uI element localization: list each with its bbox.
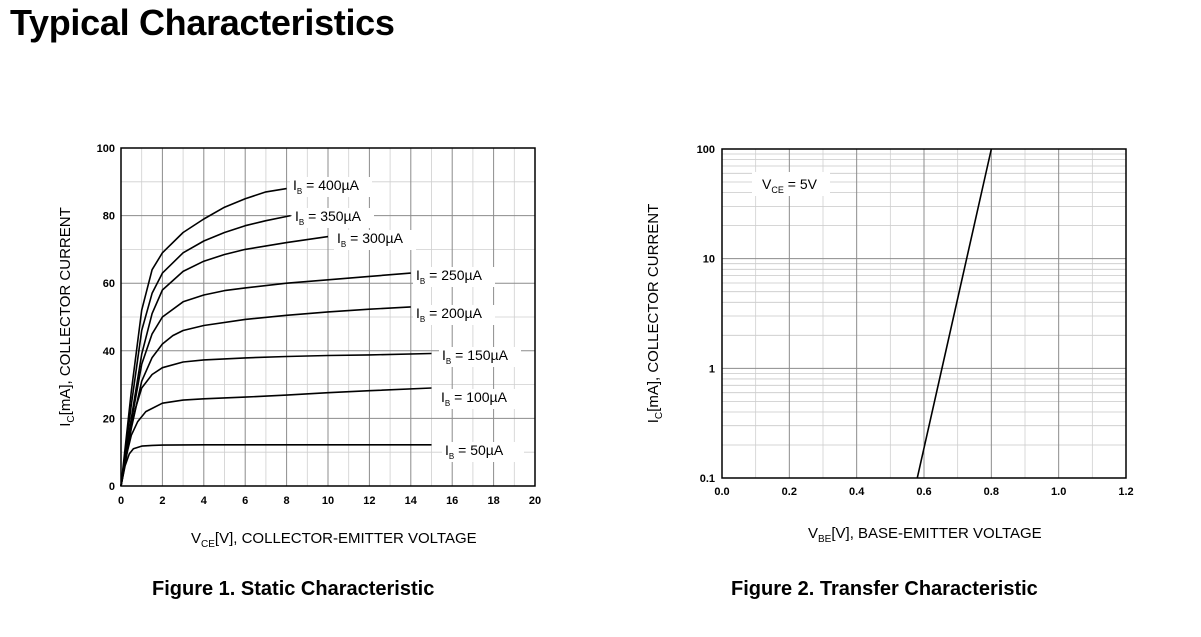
series-line [120,187,287,487]
y-tick-label: 100 [97,143,115,155]
transfer-characteristic-chart: 0.0 0.2 0.4 0.6 0.8 1.0 1.2 0.1 1 10 100 VCE = 5V VB… [645,144,1134,545]
x-tick-label: 14 [405,495,418,507]
x-tick-label: 6 [242,495,248,507]
x-tick-label: 0 [118,495,124,507]
y-tick-label: 20 [103,413,115,425]
x-tick-label: 0.6 [916,486,931,498]
y-tick-label: 0 [109,481,115,493]
series-label: IB = 50µA [445,442,504,461]
x-tick-label: 1.2 [1118,486,1133,498]
series-label: IB = 100µA [441,389,508,408]
x-tick-label: 20 [529,495,541,507]
y-tick-label: 0.1 [700,473,715,485]
figure-1-caption: Figure 1. Static Characteristic [152,578,435,600]
y-tick-label: 60 [103,278,115,290]
page-title: Typical Characteristics [10,2,395,43]
x-tick-label: 0.2 [782,486,797,498]
y-tick-label: 1 [709,363,715,375]
y-axis-label: IC[mA], COLLECTOR CURRENT [645,204,665,424]
series-line [120,387,432,487]
series-label-background [442,442,524,462]
series-line [120,214,291,487]
series-label-background [413,305,495,325]
series-label: IB = 400µA [293,177,360,196]
series-label-background [334,230,416,250]
series-line [120,272,411,487]
y-tick-label: 100 [697,144,715,156]
series-label-background [290,177,372,197]
y-tick-label: 40 [103,346,115,358]
y-axis-label: IC[mA], COLLECTOR CURRENT [57,207,77,427]
x-tick-label: 12 [363,495,375,507]
x-tick-label: 2 [159,495,165,507]
plot-frame [721,148,1127,479]
series-label-background [292,208,374,228]
x-tick-label: 1.0 [1051,486,1066,498]
series-label: IB = 300µA [337,230,404,249]
series-label-background [439,347,521,367]
series-line [916,148,993,479]
y-tick-label: 80 [103,211,115,223]
annotation-background [752,172,830,196]
x-axis-label: VCE[V], COLLECTOR-EMITTER VOLTAGE [191,530,477,550]
series-line [120,235,329,487]
series-label: IB = 350µA [295,208,362,227]
figure-2-caption: Figure 2. Transfer Characteristic [731,578,1038,600]
series-label-background [438,389,520,409]
series-line [120,444,432,487]
x-tick-label: 16 [446,495,458,507]
x-tick-label: 0.0 [714,486,729,498]
x-axis-label: VBE[V], BASE-EMITTER VOLTAGE [808,525,1042,545]
series-label: IB = 200µA [416,305,483,324]
y-tick-label: 10 [703,254,715,266]
vce-annotation: VCE = 5V [762,176,818,195]
static-characteristic-chart: 0 2 4 6 8 10 12 14 16 18 20 0 20 40 60 80 100 IB = 50µA IB… [57,143,541,550]
x-tick-label: 0.4 [849,486,865,498]
x-tick-label: 10 [322,495,334,507]
series-label-background [413,267,495,287]
x-tick-label: 8 [284,495,290,507]
x-tick-label: 0.8 [984,486,999,498]
series-label: IB = 250µA [416,267,483,286]
x-tick-label: 18 [487,495,499,507]
series-label: IB = 150µA [442,347,509,366]
series-line [120,306,411,487]
plot-frame [120,147,536,487]
x-tick-label: 4 [201,495,208,507]
